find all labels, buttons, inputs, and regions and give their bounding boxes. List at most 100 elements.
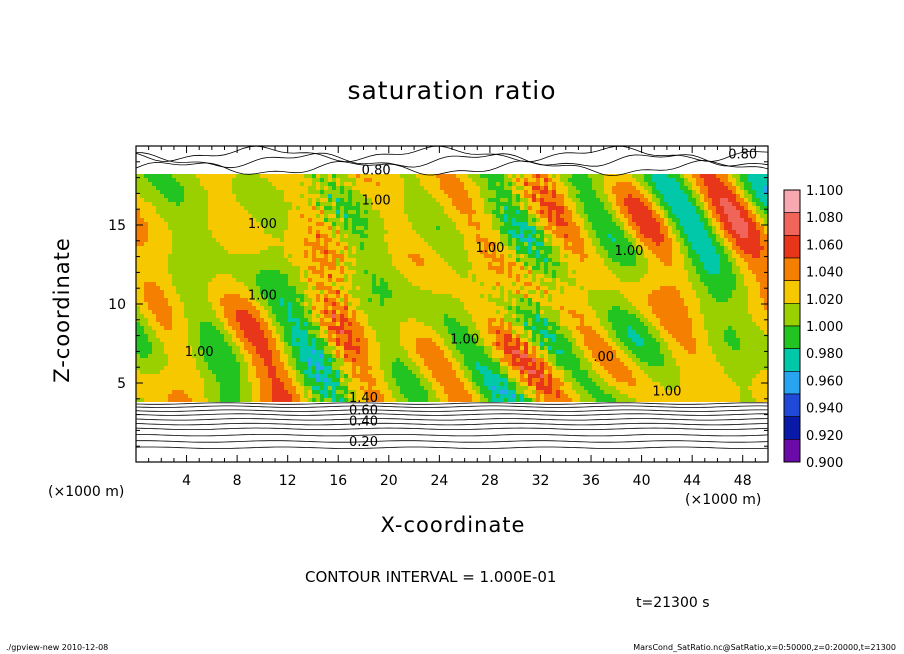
field-cell [368, 270, 372, 274]
field-cell [252, 238, 256, 242]
field-cell [672, 214, 676, 218]
field-cell [240, 234, 244, 238]
field-cell [232, 210, 236, 214]
field-cell [500, 198, 504, 202]
field-cell [560, 222, 564, 226]
field-cell [692, 258, 696, 262]
field-cell [636, 234, 640, 238]
field-cell [280, 190, 284, 194]
field-cell [516, 182, 520, 186]
field-cell [168, 242, 172, 246]
field-cell [256, 274, 260, 278]
field-cell [304, 230, 308, 234]
field-cell [248, 222, 252, 226]
field-cell [560, 206, 564, 210]
field-cell [624, 234, 628, 238]
field-cell [348, 250, 352, 254]
field-cell [648, 286, 652, 290]
field-cell [524, 278, 528, 282]
field-cell [224, 234, 228, 238]
field-cell [136, 278, 140, 282]
field-cell [688, 270, 692, 274]
field-cell [568, 186, 572, 190]
field-cell [160, 198, 164, 202]
field-cell [600, 198, 604, 202]
field-cell [312, 178, 316, 182]
field-cell [392, 298, 396, 302]
field-cell [580, 182, 584, 186]
field-cell [384, 286, 388, 290]
field-cell [152, 234, 156, 238]
field-cell [492, 294, 496, 298]
field-cell [688, 250, 692, 254]
field-cell [544, 186, 548, 190]
field-cell [360, 282, 364, 286]
field-cell [752, 186, 756, 190]
field-cell [456, 294, 460, 298]
field-cell [580, 250, 584, 254]
field-cell [252, 298, 256, 302]
field-cell [236, 298, 240, 302]
field-cell [560, 290, 564, 294]
field-cell [628, 290, 632, 294]
field-cell [644, 214, 648, 218]
field-cell [500, 250, 504, 254]
field-cell [584, 262, 588, 266]
field-cell [428, 250, 432, 254]
field-cell [488, 274, 492, 278]
field-cell [316, 238, 320, 242]
field-cell [352, 222, 356, 226]
field-cell [652, 202, 656, 206]
field-cell [524, 174, 528, 178]
field-cell [160, 226, 164, 230]
field-cell [320, 290, 324, 294]
field-cell [188, 186, 192, 190]
field-cell [184, 190, 188, 194]
field-cell [484, 210, 488, 214]
field-cell [492, 250, 496, 254]
field-cell [716, 226, 720, 230]
field-cell [256, 230, 260, 234]
field-cell [184, 198, 188, 202]
field-cell [312, 186, 316, 190]
field-cell [532, 254, 536, 258]
field-cell [256, 266, 260, 270]
field-cell [360, 178, 364, 182]
field-cell [612, 254, 616, 258]
field-cell [580, 234, 584, 238]
field-cell [300, 226, 304, 230]
field-cell [544, 266, 548, 270]
field-cell [676, 254, 680, 258]
field-cell [352, 242, 356, 246]
field-cell [348, 198, 352, 202]
field-cell [648, 262, 652, 266]
field-cell [520, 230, 524, 234]
field-cell [700, 242, 704, 246]
field-cell [312, 210, 316, 214]
field-cell [736, 210, 740, 214]
field-cell [572, 242, 576, 246]
field-cell [480, 178, 484, 182]
field-cell [476, 186, 480, 190]
field-cell [624, 286, 628, 290]
field-cell [612, 242, 616, 246]
field-cell [192, 194, 196, 198]
field-cell [536, 274, 540, 278]
field-cell [276, 230, 280, 234]
field-cell [672, 234, 676, 238]
field-cell [584, 218, 588, 222]
field-cell [684, 222, 688, 226]
field-cell [276, 242, 280, 246]
field-cell [380, 210, 384, 214]
field-cell [260, 250, 264, 254]
field-cell [600, 218, 604, 222]
field-cell [336, 278, 340, 282]
field-cell [672, 210, 676, 214]
field-cell [312, 214, 316, 218]
field-cell [160, 246, 164, 250]
field-cell [504, 194, 508, 198]
field-cell [288, 262, 292, 266]
field-cell [560, 210, 564, 214]
field-cell [304, 266, 308, 270]
field-cell [300, 266, 304, 270]
